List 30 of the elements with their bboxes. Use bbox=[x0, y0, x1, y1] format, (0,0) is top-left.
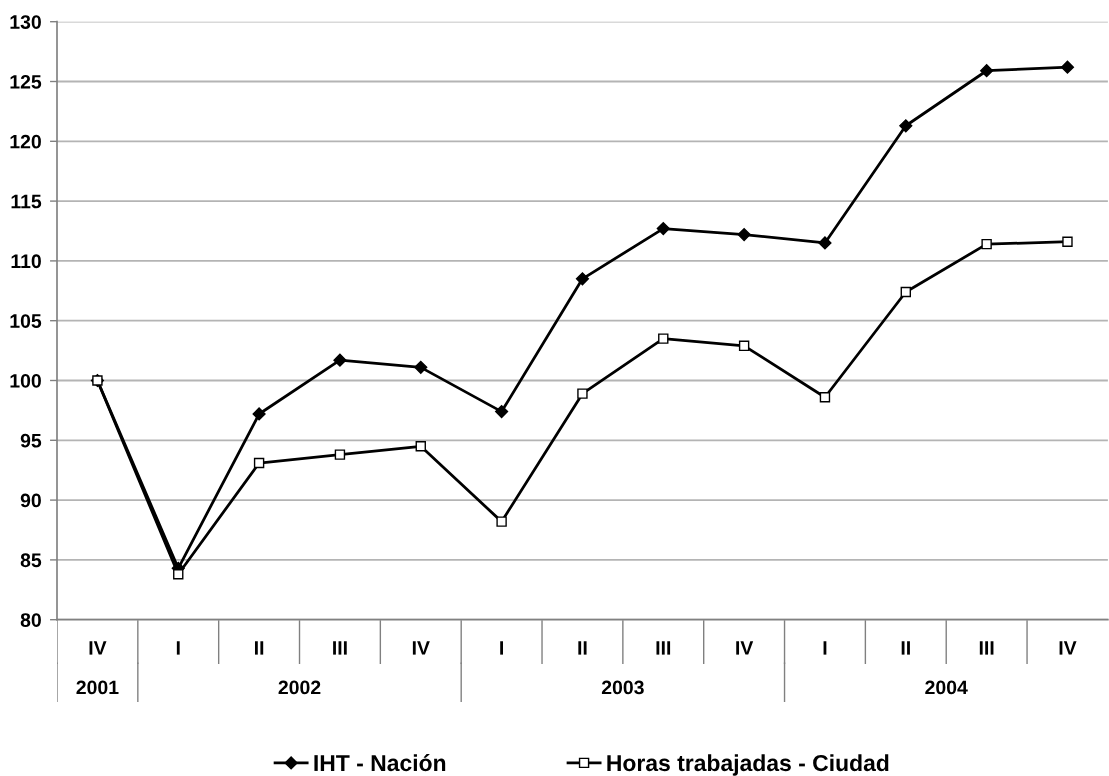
x-tick-label: IV bbox=[412, 641, 430, 655]
x-tick-label: I bbox=[823, 641, 827, 655]
text: 2003 bbox=[601, 680, 644, 695]
x-tick-label: IV bbox=[736, 641, 754, 655]
x-tick-label: IV bbox=[1059, 641, 1077, 655]
y-tick-label: 100 bbox=[10, 373, 41, 388]
x-tick-label: I bbox=[500, 641, 504, 655]
y-tick-label: 85 bbox=[20, 553, 42, 568]
y-tick-label: 95 bbox=[20, 433, 42, 448]
x-tick-label: II bbox=[901, 641, 910, 655]
y-tick-label: 80 bbox=[20, 613, 41, 627]
text: 2001 bbox=[76, 680, 119, 695]
y-tick-label: 105 bbox=[10, 314, 42, 328]
y-tick-label: 120 bbox=[10, 134, 41, 149]
y-tick-label: 115 bbox=[11, 194, 42, 209]
legend-label: IHT - Nación bbox=[314, 754, 446, 772]
x-tick-label: IV bbox=[89, 641, 107, 655]
y-tick-label: 110 bbox=[11, 254, 41, 269]
x-tick-label: III bbox=[656, 641, 671, 655]
y-tick-label: 125 bbox=[10, 74, 42, 89]
y-tick-label: 90 bbox=[20, 493, 41, 508]
x-tick-label: II bbox=[254, 641, 264, 655]
y-tick-label: 130 bbox=[10, 15, 41, 29]
x-tick-label: II bbox=[578, 641, 587, 655]
x-tick-label: III bbox=[979, 641, 994, 655]
x-tick-label: III bbox=[333, 641, 347, 655]
text: 2002 bbox=[278, 680, 321, 695]
x-tick-label: I bbox=[176, 641, 180, 655]
text: 2004 bbox=[925, 680, 968, 695]
legend-label: Horas trabajadas - Ciudad bbox=[607, 754, 889, 776]
